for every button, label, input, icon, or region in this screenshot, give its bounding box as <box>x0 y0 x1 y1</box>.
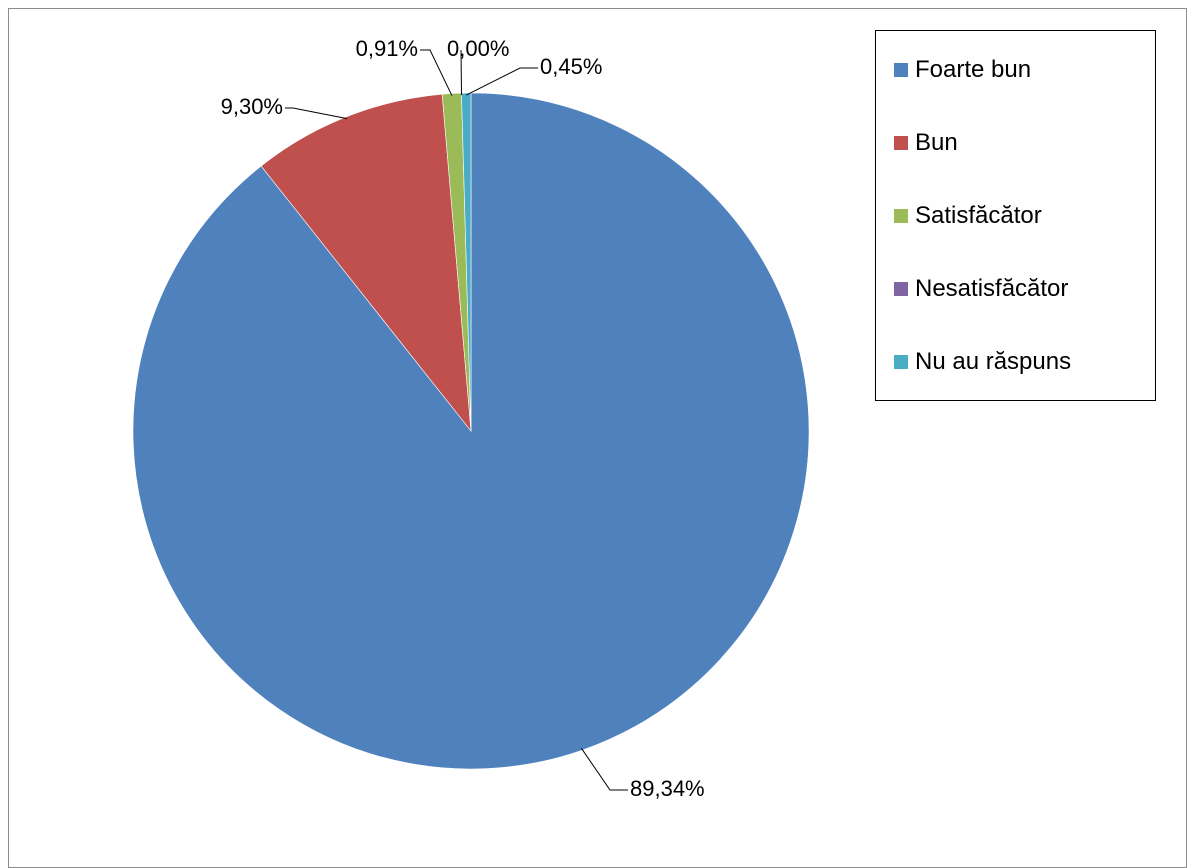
legend-item-nesatisfacator: Nesatisfăcător <box>894 274 1068 304</box>
pie-slice-bun <box>260 93 472 432</box>
leader-line-nesatisfacator <box>460 49 463 96</box>
legend-label: Nesatisfăcător <box>915 275 1069 302</box>
leader-line-bun <box>285 107 348 120</box>
pie-chart: 89,34% 9,30% 0,91% 0,00% 0,45% <box>132 36 810 801</box>
legend-label: Bun <box>915 129 958 156</box>
legend-item-satisfacator: Satisfăcător <box>894 201 1042 231</box>
legend-item-foarte-bun: Foarte bun <box>894 55 1031 85</box>
legend-swatch-foarte-bun <box>894 63 908 77</box>
leader-line-satisfacator <box>420 49 453 96</box>
legend-item-bun: Bun <box>894 128 958 158</box>
legend-item-nu-au-raspuns: Nu au răspuns <box>894 347 1071 377</box>
legend-swatch-nu-au-raspuns <box>894 355 908 369</box>
legend-label: Satisfăcător <box>915 202 1042 229</box>
data-label-nu-au-raspuns: 0,45% <box>540 54 602 79</box>
legend-swatch-satisfacator <box>894 209 908 223</box>
leader-line-nu-au-raspuns <box>466 67 538 96</box>
data-label-foarte-bun: 89,34% <box>630 776 705 801</box>
legend: Foarte bun Bun Satisfăcător Nesatisfăcăt… <box>875 30 1156 401</box>
legend-label: Foarte bun <box>915 56 1032 83</box>
data-label-satisfacator: 0,91% <box>356 36 418 61</box>
leader-lines <box>285 49 628 791</box>
legend-label: Nu au răspuns <box>915 348 1072 375</box>
legend-swatch-nesatisfacator <box>894 282 908 296</box>
data-labels: 89,34% 9,30% 0,91% 0,00% 0,45% <box>221 36 705 801</box>
data-label-nesatisfacator: 0,00% <box>447 36 509 61</box>
pie-slices <box>132 92 810 770</box>
leader-line-foarte-bun <box>581 748 628 791</box>
legend-swatch-bun <box>894 136 908 150</box>
data-label-bun: 9,30% <box>221 94 283 119</box>
pie-slice-foarte-bun <box>132 92 810 770</box>
